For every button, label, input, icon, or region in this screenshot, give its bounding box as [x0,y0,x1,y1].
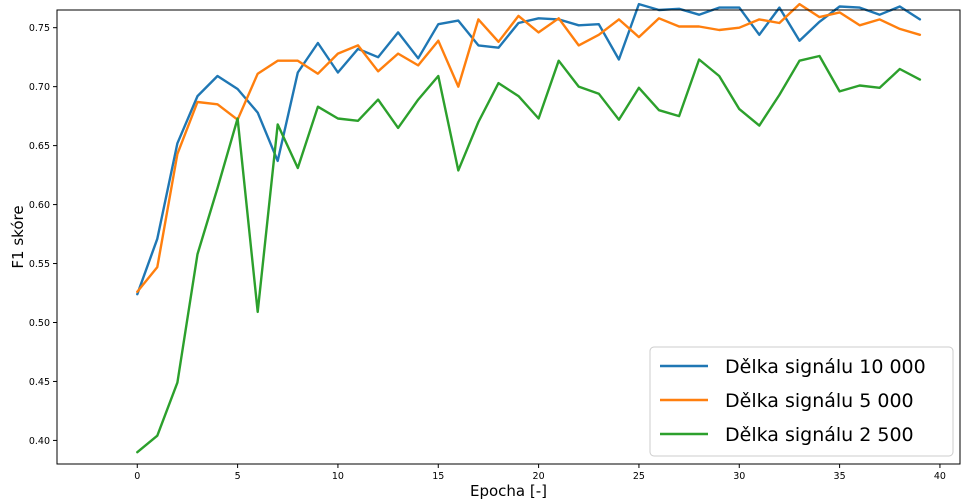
y-tick-label: 0.45 [29,377,50,388]
legend-label-2: Dělka signálu 5 000 [725,390,914,412]
y-tick-label: 0.70 [29,82,50,93]
x-tick-label: 40 [934,471,946,482]
y-tick-label: 0.40 [29,436,50,447]
y-axis-label: F1 skóre [9,205,27,268]
y-tick-label: 0.55 [29,259,50,270]
x-axis-ticks: 0 5 10 15 20 25 30 35 40 [134,464,946,482]
y-axis-ticks: 0.40 0.45 0.50 0.55 0.60 0.65 0.70 0.75 [29,23,57,447]
x-axis-label: Epocha [-] [470,482,547,499]
x-tick-label: 30 [733,471,745,482]
series-group [136,2,922,454]
x-tick-label: 25 [633,471,645,482]
legend-label-1: Dělka signálu 10 000 [725,356,926,378]
x-tick-label: 15 [432,471,444,482]
x-tick-label: 0 [134,471,140,482]
y-tick-label: 0.50 [29,318,50,329]
y-tick-label: 0.60 [29,200,50,211]
x-tick-label: 5 [235,471,241,482]
legend-box [649,346,954,457]
x-tick-label: 10 [332,471,344,482]
plot-frame [56,9,961,465]
series-line-3 [136,54,922,454]
y-tick-label: 0.75 [29,23,50,34]
legend: Dělka signálu 10 000 Dělka signálu 5 000 D… [649,346,954,457]
series-line-1 [136,2,922,296]
legend-label-3: Dělka signálu 2 500 [725,424,914,446]
x-tick-label: 35 [834,471,846,482]
y-tick-label: 0.65 [29,141,50,152]
series-line-2 [136,2,922,293]
x-tick-label: 20 [533,471,545,482]
